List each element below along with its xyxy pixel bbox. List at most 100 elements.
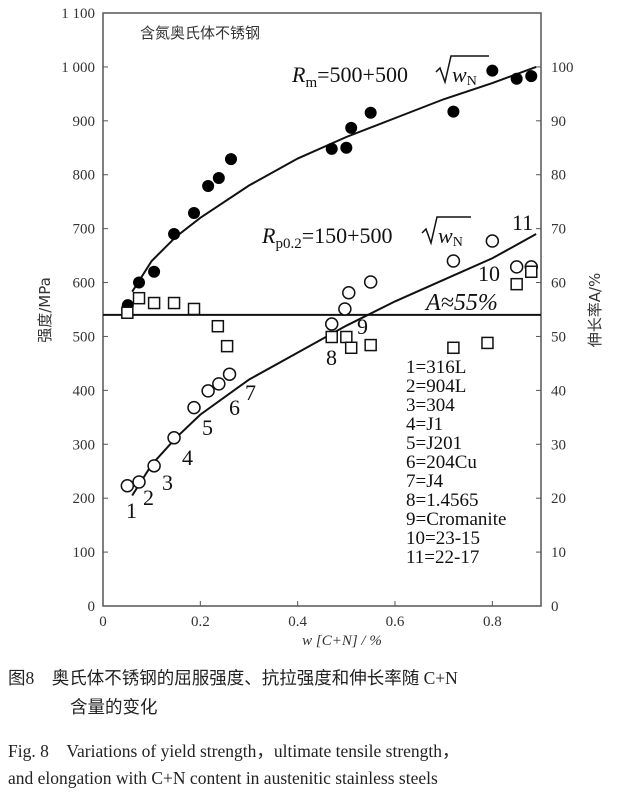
elongation-point [147, 296, 161, 310]
rm-point [133, 276, 146, 289]
rm-point [212, 171, 225, 184]
y2-tick-label: 100 [551, 60, 574, 76]
rm-point [148, 265, 161, 278]
rm-point [202, 180, 215, 193]
rm-point [447, 105, 460, 118]
rm-point [325, 142, 338, 155]
elongation-point [525, 265, 538, 279]
point-label: 4 [182, 445, 193, 470]
fit-label-rm: Rm=500+500 wN [291, 55, 489, 91]
elongation-point [325, 330, 338, 344]
y2-tick-label: 60 [551, 276, 566, 292]
y2-tick-label: 40 [551, 383, 566, 399]
elongation-point [364, 338, 377, 352]
y2-tick-label: 90 [551, 114, 566, 130]
point-label: 11 [512, 210, 533, 235]
legend-entry: 3=304 [406, 395, 455, 416]
legend: 1=316L2=904L3=3044=J15=J2016=204Cu7=J48=… [406, 357, 506, 568]
svg-text:Rm=500+500: Rm=500+500 [291, 62, 408, 91]
legend-entry: 10=23-15 [406, 528, 480, 549]
point-label: 7 [245, 380, 256, 405]
point-label: 5 [202, 415, 213, 440]
rp-point [342, 286, 356, 300]
x-tick-label: 0.8 [483, 614, 502, 630]
elongation-point [220, 339, 234, 353]
elongation-point [344, 341, 358, 355]
y-tick-label: 800 [73, 168, 96, 184]
svg-text:wN: wN [438, 223, 463, 250]
legend-entry: 2=904L [406, 376, 466, 397]
legend-entry: 4=J1 [406, 414, 443, 435]
y2-tick-label: 30 [551, 437, 566, 453]
y2-tick-label: 80 [551, 168, 566, 184]
hline-label: A≈55% [424, 290, 498, 316]
y-tick-label: 300 [73, 437, 96, 453]
rp-point [324, 317, 339, 331]
rp-point [167, 431, 181, 445]
rp-point [187, 400, 201, 415]
elongation-point [211, 319, 225, 333]
x-tick-label: 0 [99, 614, 107, 630]
rp-point [212, 377, 226, 391]
elongation-point [510, 277, 523, 291]
y-tick-label: 900 [73, 114, 96, 130]
svg-text:Rp0.2=150+500: Rp0.2=150+500 [261, 223, 393, 252]
elongation-point [481, 336, 494, 350]
y-tick-label: 1 100 [61, 6, 95, 22]
point-label: 8 [326, 345, 337, 370]
elongation-point [447, 341, 460, 355]
rm-point [188, 207, 201, 220]
chart-title: 含氮奥氏体不锈钢 [140, 24, 260, 42]
rp-fit-curve [131, 233, 537, 497]
y-tick-label: 100 [73, 545, 96, 561]
legend-entry: 7=J4 [406, 471, 444, 492]
rm-point [364, 106, 377, 119]
x-axis-label: w [C+N] / % [302, 633, 382, 649]
rp-point [338, 302, 352, 316]
y-axis-label: 强度/MPa [36, 277, 54, 343]
point-label: 9 [357, 314, 368, 339]
y-tick-label: 600 [73, 276, 96, 292]
y2-tick-label: 70 [551, 222, 566, 238]
fit-label-rp: Rp0.2=150+500 wN [261, 216, 471, 252]
caption-en-line1: Fig. 8 Variations of yield strength，ulti… [8, 741, 460, 761]
chart: 0 0.2 0.4 0.6 0.8010020030040050060070080090… [36, 6, 604, 649]
rm-point [168, 228, 181, 241]
rm-point [345, 121, 358, 134]
caption-en-line2: and elongation with C+N content in auste… [8, 768, 438, 788]
y-tick-label: 200 [73, 491, 96, 507]
rp-point [132, 475, 146, 489]
y-tick-label: 0 [88, 599, 96, 615]
rp-point [120, 479, 135, 493]
y2-tick-label: 10 [551, 545, 566, 561]
y2-axis-label: 伸长率A/% [586, 273, 604, 348]
elongation-point [167, 296, 181, 310]
elongation-point [132, 291, 146, 305]
y2-tick-label: 50 [551, 329, 566, 345]
legend-entry: 5=J201 [406, 433, 462, 454]
rm-fit-curve [131, 65, 537, 293]
rp-point [147, 459, 161, 473]
caption-cn-line1: 图8 奥氏体不锈钢的屈服强度、抗拉强度和伸长率随 C+N [8, 668, 458, 688]
y-tick-label: 1 000 [61, 60, 95, 76]
rp-point [485, 234, 500, 248]
rp-point [363, 275, 378, 289]
x-tick-label: 0.4 [288, 614, 307, 630]
y-tick-label: 700 [73, 222, 96, 238]
rm-point [340, 141, 353, 154]
elongation-point [121, 306, 134, 319]
rp-point [509, 260, 524, 274]
rm-point [486, 64, 499, 77]
x-tick-label: 0.6 [386, 614, 405, 630]
point-label: 1 [126, 498, 137, 523]
point-label: 2 [143, 485, 154, 510]
x-tick-label: 0.2 [191, 614, 210, 630]
rm-point [525, 70, 538, 83]
rp-point [446, 254, 461, 268]
y2-tick-label: 0 [551, 599, 559, 615]
legend-entry: 9=Cromanite [406, 509, 506, 530]
plot-frame [102, 12, 542, 607]
elongation-point [340, 330, 353, 344]
legend-entry: 1=316L [406, 357, 466, 378]
legend-entry: 11=22-17 [406, 547, 479, 568]
